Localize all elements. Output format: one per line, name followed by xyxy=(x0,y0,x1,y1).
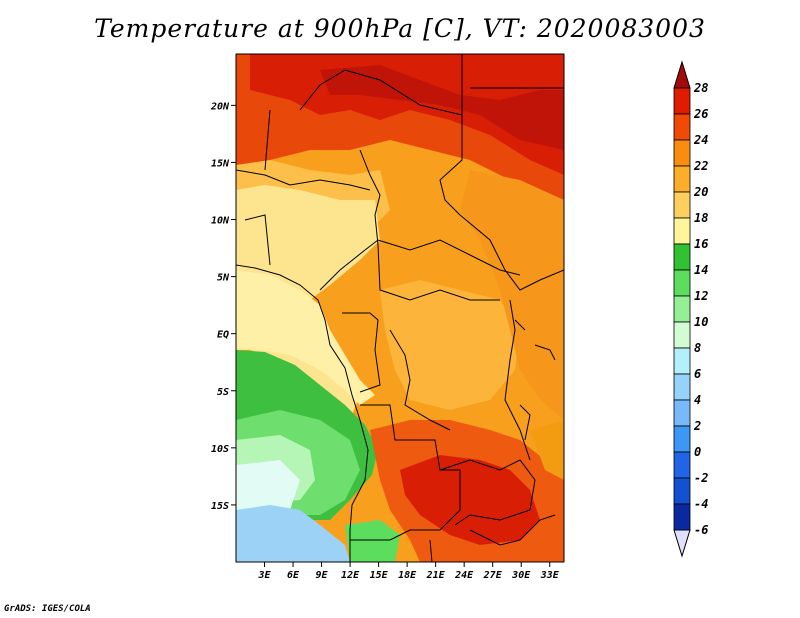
x-tick-label: 27E xyxy=(483,570,503,581)
x-tick-label: 9E xyxy=(316,570,329,581)
y-tick-label: 10N xyxy=(211,216,230,227)
colorbar-segment xyxy=(673,503,691,531)
y-tick-label: 5S xyxy=(217,387,229,398)
colorbar-segment xyxy=(673,477,691,505)
colorbar-label: 14 xyxy=(694,263,708,277)
x-tick-label: 33E xyxy=(540,570,560,581)
y-axis: 20N 15N 10N 5N EQ 5S 10S 15S xyxy=(210,101,236,512)
x-tick-label: 18E xyxy=(398,570,417,581)
border-angola xyxy=(350,404,461,541)
y-tick-label: 15N xyxy=(211,158,230,169)
field-east xyxy=(460,170,564,420)
colorbar-top-triangle xyxy=(673,60,691,89)
y-tick-label: EQ xyxy=(217,330,229,341)
border-sahara-1 xyxy=(299,69,463,116)
field-paler-yellow xyxy=(236,270,375,405)
x-tick-label: 3E xyxy=(257,570,271,581)
colorbar-label: 18 xyxy=(694,211,708,225)
colorbar-label: -2 xyxy=(694,471,708,485)
colorbar-segment xyxy=(673,269,691,297)
colorbar-segment xyxy=(673,113,691,141)
colorbar-segment xyxy=(673,321,691,349)
border-zambia xyxy=(439,459,536,526)
colorbar-label: 6 xyxy=(694,367,701,381)
map-frame xyxy=(235,53,565,563)
border-west-inner xyxy=(244,109,271,266)
colorbar-label: 26 xyxy=(693,107,708,121)
colorbar-segment xyxy=(673,87,691,115)
x-tick-label: 15E xyxy=(370,570,389,581)
y-tick-label: 10S xyxy=(211,444,229,455)
colorbar-segment xyxy=(673,139,691,167)
colorbar-segment xyxy=(673,165,691,193)
colorbar-segment xyxy=(673,191,691,219)
x-tick-label: 6E xyxy=(287,570,300,581)
colorbar-label: 10 xyxy=(694,315,708,329)
colorbar-label: 0 xyxy=(694,445,701,459)
colorbar-segment xyxy=(673,347,691,375)
border-sahara-2 xyxy=(439,54,463,216)
x-axis: 3E 6E 9E 12E 15E 18E 21E 24E 27E 30E 33E xyxy=(257,562,560,581)
colorbar-label: 8 xyxy=(694,341,701,355)
y-tick-label: 5N xyxy=(217,273,230,284)
colorbar-label: 2 xyxy=(693,419,701,433)
colorbar-segment xyxy=(673,399,691,427)
footer-credit: GrADS: IGES/COLA xyxy=(4,604,91,614)
colorbar-bottom-triangle xyxy=(673,529,691,558)
y-tick-label: 15S xyxy=(211,501,229,512)
border-sudan xyxy=(459,214,564,291)
colorbar-segment xyxy=(673,295,691,323)
border-car xyxy=(377,244,500,301)
border-gabon xyxy=(342,312,381,393)
field-very-light xyxy=(236,460,300,515)
colorbar-label: 28 xyxy=(693,81,708,95)
x-tick-label: 21E xyxy=(426,570,446,581)
colorbar-segment xyxy=(673,425,691,453)
border-nigeria xyxy=(236,169,371,191)
x-tick-label: 12E xyxy=(341,570,360,581)
country-borders xyxy=(236,54,564,562)
field-congo xyxy=(380,280,520,410)
field-green-south xyxy=(345,520,400,562)
colorbar-label: -4 xyxy=(694,497,708,511)
colorbar-segment xyxy=(673,217,691,245)
colorbar-label: 24 xyxy=(693,133,708,147)
border-cameroon xyxy=(319,239,521,291)
field-hottest-south xyxy=(400,455,540,545)
colorbar-label: 20 xyxy=(693,185,708,199)
map-title: Temperature at 900hPa [C], VT: 202008300… xyxy=(94,14,706,43)
border-congo xyxy=(389,329,451,431)
border-coast-west xyxy=(236,264,369,562)
border-drc-east xyxy=(504,299,531,461)
colorbar-label: 16 xyxy=(694,237,708,251)
field-light-blue xyxy=(236,505,350,562)
colorbar-segment xyxy=(673,243,691,271)
x-tick-label: 24E xyxy=(454,570,474,581)
colorbar-segment xyxy=(673,373,691,401)
field-orange-southeast xyxy=(530,420,564,480)
colorbar-label: -6 xyxy=(694,523,708,537)
colorbar-label: 12 xyxy=(694,289,708,303)
temperature-map: 3E 6E 9E 12E 15E 18E 21E 24E 27E 30E 33E 20N 15N 10N… xyxy=(210,53,708,581)
y-tick-label: 20N xyxy=(210,101,230,112)
border-south xyxy=(429,514,556,562)
border-niger-chad xyxy=(359,149,381,246)
x-tick-label: 30E xyxy=(511,570,531,581)
field-darkred-north xyxy=(320,65,564,150)
colorbar-label: 22 xyxy=(693,159,708,173)
border-lakes xyxy=(514,319,556,441)
colorbar-label: 4 xyxy=(694,393,701,407)
temperature-field xyxy=(236,54,564,562)
colorbar-segment xyxy=(673,451,691,479)
